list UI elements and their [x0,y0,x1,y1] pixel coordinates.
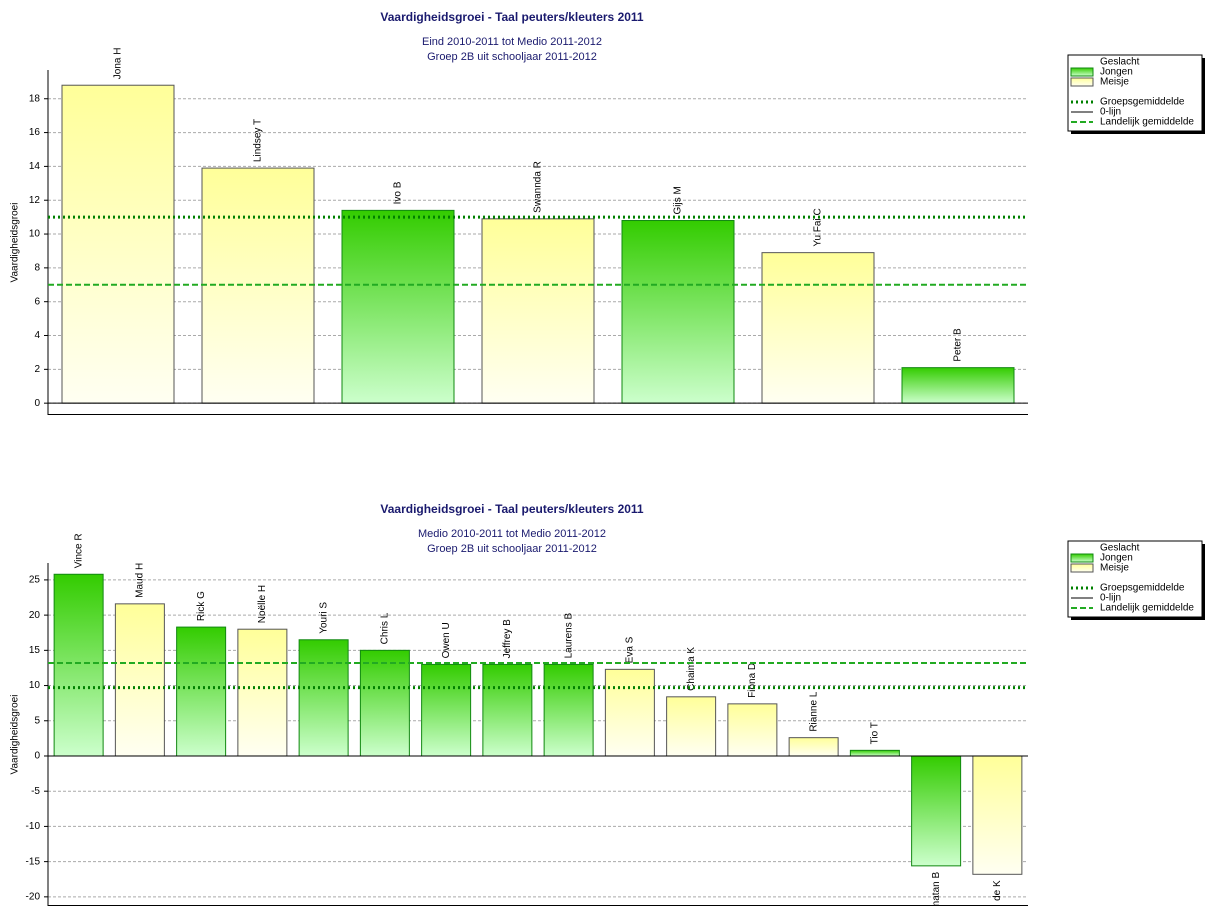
bar-name-label: Eva S [625,636,636,663]
legend-label: 0-lijn [1100,107,1121,118]
y-axis-label: Vaardigheidsgroei [10,695,21,775]
bar-name-label: Jeffrey B [502,619,513,659]
bar [972,755,1023,875]
y-tick-label: 16 [29,127,41,138]
bar [53,573,104,757]
bar-name-label: Maud H [135,563,146,598]
legend-swatch [1070,553,1094,563]
y-tick-label: -20 [26,891,41,902]
bar [481,218,595,404]
y-axis-label: Vaardigheidsgroei [10,203,21,283]
y-tick-label: 25 [29,575,41,586]
y-tick-label: 4 [34,330,40,341]
legend-label: Meisje [1100,77,1129,88]
bar [237,628,288,757]
bar-name-label: Vince R [73,533,84,568]
chart-subtitle: Medio 2010-2011 tot Medio 2011-2012 [418,528,606,540]
bar [666,696,717,757]
bar-name-label: Lindsey T [253,119,264,162]
legend-title: Geslacht [1100,543,1140,554]
y-tick-label: -10 [26,821,41,832]
chart-subtitle: Groep 2B uit schooljaar 2011-2012 [427,543,597,555]
bar [298,639,349,757]
bar-name-label: Youri S [318,602,329,634]
y-tick-label: 2 [34,364,40,375]
bar-name-label: Noëlle H [257,585,268,623]
bar-name-label: Rianne L [808,691,819,731]
y-tick-label: 5 [34,715,40,726]
y-tick-label: 18 [29,93,41,104]
bar [176,626,227,757]
bar-name-label: Yu Fai C [813,208,824,246]
bar [421,663,472,757]
legend-swatch [1070,563,1094,573]
legend-label: Groepsgemiddelde [1100,97,1185,108]
chart-title: Vaardigheidsgroei - Taal peuters/kleuter… [380,10,644,24]
legend-label: Jongen [1100,67,1133,78]
y-tick-label: 15 [29,645,41,656]
bar-name-label: Owen U [441,622,452,658]
bar-name-label: Ivo B [393,181,404,204]
legend-label: Jongen [1100,553,1133,564]
bar-name-label: Swannda R [533,161,544,213]
bar [621,220,735,404]
bar-name-label: Peter B [953,328,964,362]
bar-name-label: Laurens B [563,613,574,659]
bar [482,663,533,757]
bar [604,668,655,757]
bar [61,84,175,404]
legend-label: Landelijk gemiddelde [1100,603,1194,614]
legend-label: Meisje [1100,563,1129,574]
y-tick-label: 14 [29,161,41,172]
y-tick-label: 0 [34,751,40,762]
y-tick-label: 10 [29,229,41,240]
y-tick-label: 8 [34,263,40,274]
chart-subtitle: Groep 2B uit schooljaar 2011-2012 [427,51,597,63]
bar-name-label: Jona H [113,48,124,80]
chart-subtitle: Eind 2010-2011 tot Medio 2011-2012 [422,36,602,48]
bar-name-label: Rick G [196,591,207,621]
y-tick-label: 10 [29,680,41,691]
legend-swatch [1070,77,1094,87]
bar [911,755,962,867]
bar-name-label: natan B [931,872,942,906]
bar [901,367,1015,404]
y-tick-label: 20 [29,610,41,621]
y-tick-label: 0 [34,398,40,409]
bar-name-label: Tio T [870,722,881,744]
y-tick-label: -5 [31,786,40,797]
legend-label: Groepsgemiddelde [1100,583,1185,594]
bar-name-label: Gijs M [673,186,684,214]
bar [849,749,900,757]
legend-title: Geslacht [1100,57,1140,68]
bar-name-label: Chris L [380,612,391,644]
bar [727,703,778,757]
legend-label: Landelijk gemiddelde [1100,117,1194,128]
bar [341,209,455,404]
bar [788,737,839,757]
y-tick-label: 12 [29,195,41,206]
y-tick-label: -15 [26,856,41,867]
y-tick-label: 6 [34,296,40,307]
bar-name-label: de K [992,880,1003,901]
legend-label: 0-lijn [1100,593,1121,604]
chart-title: Vaardigheidsgroei - Taal peuters/kleuter… [380,502,644,516]
bar-name-label: Chaima K [686,647,697,691]
bar [359,649,410,757]
bar-name-label: Fiona D [747,663,758,698]
legend-swatch [1070,67,1094,77]
bar [114,603,165,757]
bar [761,252,875,404]
bar [543,663,594,757]
